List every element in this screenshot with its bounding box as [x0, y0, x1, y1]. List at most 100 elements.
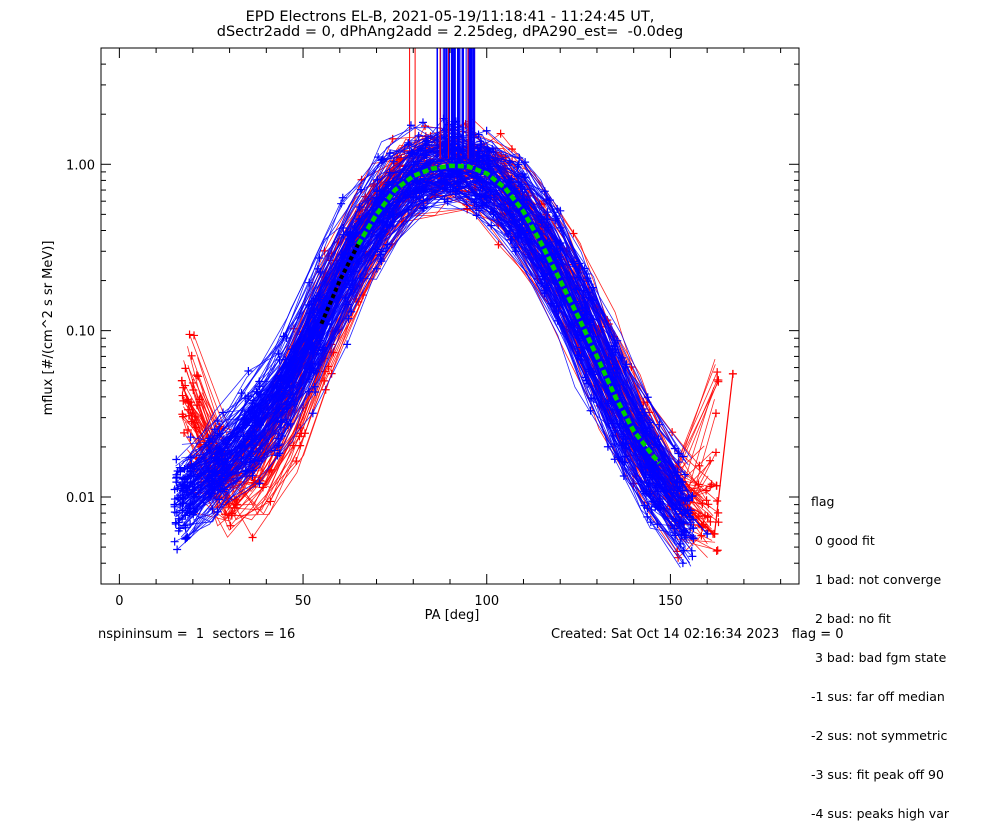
blue-marker [453, 167, 462, 176]
blue-marker [337, 199, 346, 208]
blue-marker [445, 173, 454, 182]
blue-marker [186, 453, 195, 462]
legend-entry: -4 sus: peaks high var [811, 806, 950, 821]
chart-subtitle: dSectr2add = 0, dPhAng2add = 2.25deg, dP… [216, 24, 684, 40]
red-marker [181, 364, 190, 373]
red-marker [190, 331, 199, 340]
red-marker [179, 396, 188, 405]
red-point [728, 369, 737, 378]
blue-marker [477, 163, 486, 172]
blue-marker [178, 493, 187, 502]
blue-point [684, 509, 693, 518]
blue-marker [521, 173, 530, 182]
red-marker [183, 425, 192, 434]
blue-point [277, 392, 286, 401]
blue-marker [603, 442, 612, 451]
red-marker [702, 496, 711, 505]
blue-marker [686, 524, 695, 533]
blue-marker [348, 285, 357, 294]
legend-entry: 3 bad: bad fgm state [811, 650, 947, 665]
blue-marker [170, 537, 179, 546]
blue-marker [256, 434, 265, 443]
blue-marker [551, 216, 560, 225]
blue-spectrum-line [178, 174, 694, 540]
blue-marker [315, 254, 324, 263]
red-marker [292, 457, 301, 466]
legend-entry: -3 sus: fit peak off 90 [811, 767, 944, 782]
blue-marker [472, 202, 481, 211]
blue-point [188, 486, 197, 495]
blue-marker [177, 484, 186, 493]
red-marker [187, 351, 196, 360]
red-marker [496, 129, 505, 138]
red-marker [706, 482, 715, 491]
blue-marker [553, 316, 562, 325]
blue-spectrum-line [183, 159, 693, 521]
blue-marker [648, 472, 657, 481]
blue-marker [680, 497, 689, 505]
legend-entry: 1 bad: not converge [811, 572, 942, 587]
blue-marker [248, 399, 257, 408]
blue-marker [376, 255, 385, 264]
blue-marker [175, 524, 184, 533]
red-marker [184, 405, 193, 414]
blue-point [203, 474, 212, 483]
x-tick-label: 100 [474, 594, 499, 609]
footer-right: Created: Sat Oct 14 02:16:34 2023 flag =… [551, 627, 844, 642]
blue-marker [482, 191, 491, 200]
red-marker [713, 368, 722, 377]
blue-spectrum-line [176, 147, 688, 490]
blue-marker [171, 520, 180, 529]
blue-marker [385, 168, 394, 177]
blue-marker [418, 204, 427, 213]
legend-title: flag [811, 494, 835, 509]
blue-spectrum-line [193, 135, 685, 473]
blue-spectrum-line [174, 171, 682, 536]
blue-spectrum-line [186, 157, 678, 519]
blue-point [218, 459, 227, 468]
blue-marker [648, 497, 657, 506]
blue-spectrum-line [182, 161, 694, 521]
blue-marker [511, 247, 520, 256]
blue-marker [186, 433, 195, 442]
blue-point [254, 418, 263, 427]
red-marker [713, 546, 722, 555]
red-marker [713, 497, 722, 506]
blue-marker [580, 264, 589, 273]
blue-marker [443, 197, 452, 206]
blue-marker [320, 293, 329, 302]
red-marker [266, 497, 275, 506]
blue-marker [689, 534, 698, 543]
blue-marker [255, 479, 264, 488]
legend: flag 0 good fit 1 bad: not converge 2 ba… [811, 469, 949, 833]
red-marker [713, 375, 722, 384]
blue-marker [210, 481, 219, 490]
red-marker [178, 391, 187, 400]
blue-marker [570, 321, 579, 330]
blue-spectrum-line [178, 161, 675, 523]
blue-marker [418, 118, 427, 127]
blue-marker [309, 366, 318, 375]
blue-marker [246, 454, 255, 463]
blue-marker [239, 432, 248, 441]
blue-marker [688, 552, 697, 561]
blue-spectrum-line [187, 154, 684, 498]
blue-spectrum-line [185, 171, 694, 547]
blue-marker [282, 415, 291, 424]
blue-spectrum-line [181, 130, 693, 472]
blue-marker [173, 545, 182, 554]
blue-marker [178, 486, 187, 495]
blue-spectrum-line [175, 141, 690, 493]
fit-curve-group [319, 163, 662, 465]
blue-marker [414, 131, 423, 140]
blue-marker [407, 166, 416, 175]
red-marker [711, 409, 720, 418]
blue-marker [482, 198, 491, 207]
blue-marker [389, 210, 398, 219]
blue-marker [270, 446, 279, 455]
chart-title: EPD Electrons EL-B, 2021-05-19/11:18:41 … [245, 9, 655, 25]
blue-marker [437, 176, 446, 185]
blue-marker [412, 189, 421, 198]
red-point [710, 529, 719, 538]
red-spectrum-line [192, 176, 714, 535]
